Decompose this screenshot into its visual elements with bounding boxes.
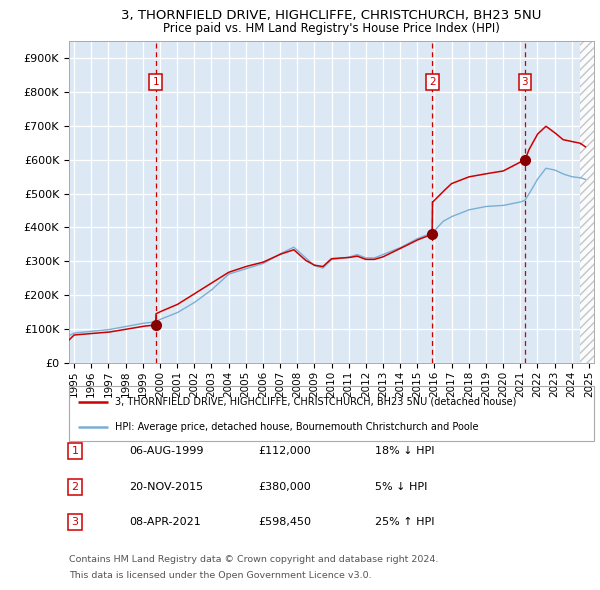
Text: £112,000: £112,000 bbox=[258, 447, 311, 456]
Text: £380,000: £380,000 bbox=[258, 482, 311, 491]
Text: 18% ↓ HPI: 18% ↓ HPI bbox=[375, 447, 434, 456]
Text: 25% ↑ HPI: 25% ↑ HPI bbox=[375, 517, 434, 527]
Text: 3, THORNFIELD DRIVE, HIGHCLIFFE, CHRISTCHURCH, BH23 5NU: 3, THORNFIELD DRIVE, HIGHCLIFFE, CHRISTC… bbox=[121, 9, 541, 22]
Text: 2: 2 bbox=[429, 77, 436, 87]
Text: Contains HM Land Registry data © Crown copyright and database right 2024.: Contains HM Land Registry data © Crown c… bbox=[69, 555, 439, 563]
Text: 3: 3 bbox=[521, 77, 528, 87]
Text: 1: 1 bbox=[71, 447, 79, 456]
Text: Price paid vs. HM Land Registry's House Price Index (HPI): Price paid vs. HM Land Registry's House … bbox=[163, 22, 500, 35]
Text: 06-AUG-1999: 06-AUG-1999 bbox=[129, 447, 203, 456]
Text: 08-APR-2021: 08-APR-2021 bbox=[129, 517, 201, 527]
Text: This data is licensed under the Open Government Licence v3.0.: This data is licensed under the Open Gov… bbox=[69, 571, 371, 579]
Text: 1: 1 bbox=[152, 77, 159, 87]
Text: 3: 3 bbox=[71, 517, 79, 527]
Text: 5% ↓ HPI: 5% ↓ HPI bbox=[375, 482, 427, 491]
Text: £598,450: £598,450 bbox=[258, 517, 311, 527]
Text: 3, THORNFIELD DRIVE, HIGHCLIFFE, CHRISTCHURCH, BH23 5NU (detached house): 3, THORNFIELD DRIVE, HIGHCLIFFE, CHRISTC… bbox=[115, 396, 517, 407]
Text: 20-NOV-2015: 20-NOV-2015 bbox=[129, 482, 203, 491]
Text: HPI: Average price, detached house, Bournemouth Christchurch and Poole: HPI: Average price, detached house, Bour… bbox=[115, 422, 479, 432]
Text: 2: 2 bbox=[71, 482, 79, 491]
Polygon shape bbox=[580, 41, 594, 363]
